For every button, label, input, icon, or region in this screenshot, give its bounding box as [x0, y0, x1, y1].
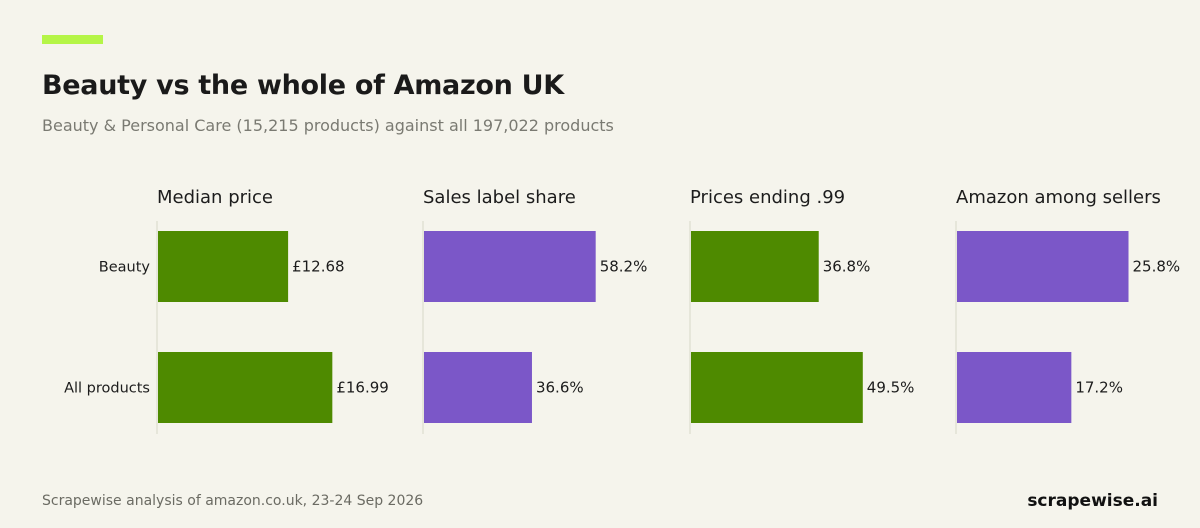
panel-title-sales-label-share: Sales label share [423, 187, 576, 208]
source-note: Scrapewise analysis of amazon.co.uk, 23-… [42, 493, 424, 509]
value-label-prices-ending-99-beauty: 36.8% [823, 258, 871, 276]
bar-sales-label-share-all-products [424, 352, 532, 423]
value-label-amazon-among-sellers-all-products: 17.2% [1075, 379, 1123, 397]
bar-prices-ending-99-all-products [691, 352, 863, 423]
category-label-all-products: All products [64, 381, 150, 397]
panel-title-amazon-among-sellers: Amazon among sellers [956, 187, 1161, 208]
value-label-sales-label-share-all-products: 36.6% [536, 379, 584, 397]
page-title: Beauty vs the whole of Amazon UK [42, 70, 564, 101]
bar-sales-label-share-beauty [424, 231, 596, 302]
panel-title-median-price: Median price [157, 187, 273, 208]
bar-amazon-among-sellers-all-products [957, 352, 1072, 423]
value-label-prices-ending-99-all-products: 49.5% [867, 379, 915, 397]
panel-title-prices-ending-99: Prices ending .99 [690, 187, 845, 208]
category-label-beauty: Beauty [99, 260, 151, 276]
page-subtitle: Beauty & Personal Care (15,215 products)… [42, 116, 614, 135]
value-label-median-price-beauty: £12.68 [292, 258, 345, 276]
brand-logo-text: scrapewise.ai [1027, 491, 1158, 511]
bar-prices-ending-99-beauty [691, 231, 819, 302]
bar-amazon-among-sellers-beauty [957, 231, 1129, 302]
bar-median-price-beauty [158, 231, 289, 302]
accent-bar [42, 35, 103, 44]
value-label-amazon-among-sellers-beauty: 25.8% [1133, 258, 1181, 276]
bar-median-price-all-products [158, 352, 333, 423]
value-label-sales-label-share-beauty: 58.2% [600, 258, 648, 276]
value-label-median-price-all-products: £16.99 [336, 379, 389, 397]
